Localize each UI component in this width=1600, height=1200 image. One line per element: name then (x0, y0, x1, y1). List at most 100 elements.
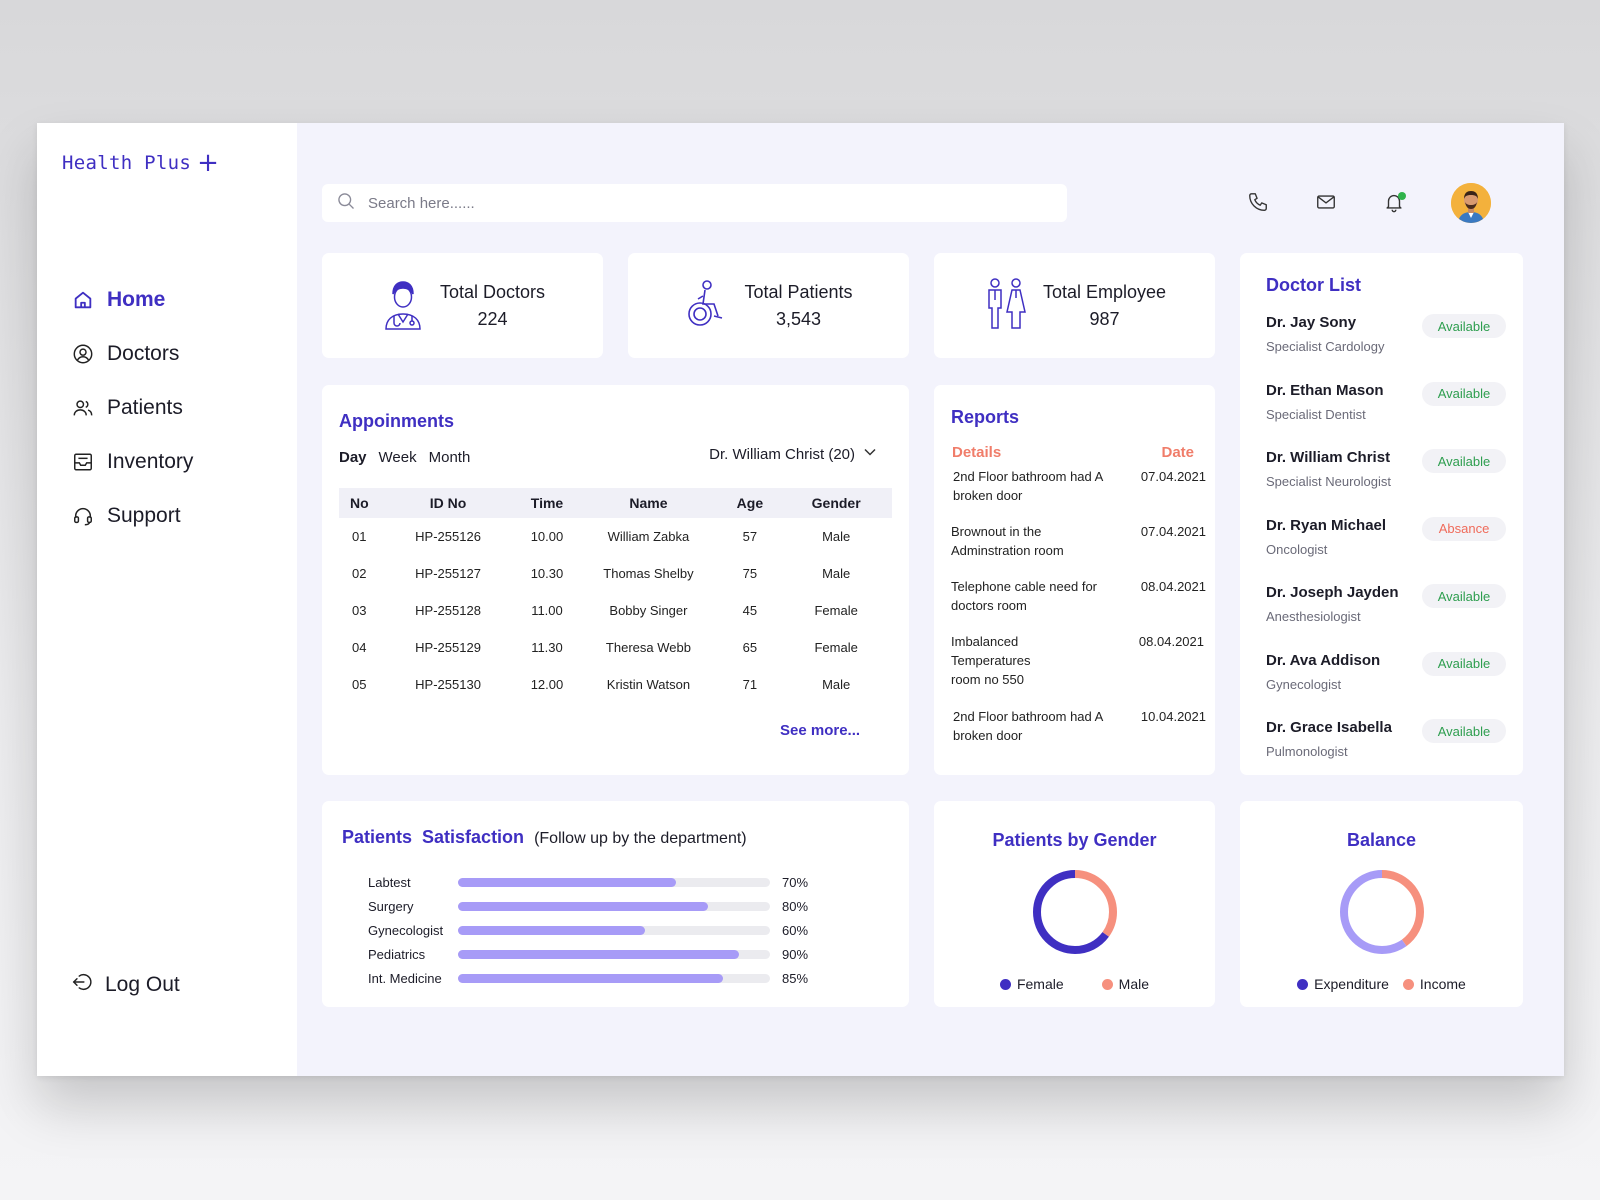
report-row[interactable]: 2nd Floor bathroom had A broken door 10.… (953, 707, 1206, 745)
column-header: Name (629, 495, 668, 511)
doctor-name: Dr. Jay Sony (1266, 314, 1357, 331)
column-header: Time (530, 495, 564, 511)
table-row[interactable]: 04 HP-255129 11.30 Theresa Webb 65 Femal… (339, 629, 892, 666)
doctor-list-card: Doctor List Dr. Jay Sony Specialist Cardo… (1240, 253, 1523, 775)
users-icon (71, 396, 95, 420)
status-badge: Available (1422, 651, 1506, 676)
satisfaction-row: Labtest 70% (368, 873, 808, 891)
cell-no: 01 (352, 529, 367, 544)
doctor-name: Dr. Ethan Mason (1266, 381, 1384, 399)
doctor-specialty: Specialist Neurologist (1266, 474, 1392, 489)
report-details: 2nd Floor bathroom had A broken door (953, 469, 1103, 503)
brand-logo[interactable]: Health Plus + (62, 150, 219, 176)
header-actions (1247, 183, 1491, 223)
balance-slice-expenditure (1339, 870, 1424, 954)
doctor-list-item[interactable]: Dr. Ava Addison Gynecologist Available (1266, 651, 1506, 692)
doctor-specialty: Oncologist (1266, 541, 1328, 557)
balance-legend: Expenditure Income (1240, 976, 1523, 992)
stat-card-doctors[interactable]: Total Doctors 224 (322, 253, 603, 358)
table-row[interactable]: 02 HP-255127 10.30 Thomas Shelby 75 Male (339, 555, 892, 592)
gender-legend: Female Male (934, 976, 1215, 992)
legend-dot (1297, 978, 1309, 990)
appointments-tabs: Day Week Month (339, 449, 470, 466)
cell-gender: Male (822, 566, 851, 581)
logout-label: Log Out (105, 972, 180, 996)
cell-name: Bobby Singer (609, 603, 688, 618)
tab-day[interactable]: Day (339, 449, 367, 466)
legend-item-income: Income (1402, 976, 1466, 992)
tab-week[interactable]: Week (378, 449, 417, 466)
status-badge: Absance (1422, 516, 1506, 541)
progress-fill (458, 901, 708, 911)
tab-month[interactable]: Month (428, 449, 471, 466)
brand-name: Health Plus (62, 152, 192, 174)
balance-title: Balance (1346, 830, 1417, 850)
appointments-title: Appoinments (339, 411, 454, 431)
chevron-down-icon (863, 445, 877, 463)
report-date: 07.04.2021 (1140, 524, 1206, 539)
see-more-link[interactable]: See more... (780, 722, 861, 739)
sidebar-item-home[interactable]: Home (71, 273, 281, 327)
avatar[interactable] (1451, 183, 1491, 223)
doctor-list-item[interactable]: Dr. Ryan Michael Oncologist Absance (1266, 516, 1506, 557)
sidebar-item-doctors[interactable]: Doctors (71, 327, 281, 381)
stat-value: 224 (477, 308, 508, 329)
satisfaction-card: Patients Satisfaction (Follow up by the … (322, 801, 909, 1007)
satisfaction-row: Surgery 80% (368, 897, 808, 915)
cell-name: Thomas Shelby (603, 566, 694, 581)
sidebar-item-patients[interactable]: Patients (71, 381, 281, 435)
cell-name: Theresa Webb (605, 640, 691, 655)
progress-track (458, 925, 770, 935)
cell-age: 57 (742, 529, 758, 544)
doctor-list-item[interactable]: Dr. Grace Isabella Pulmonologist Available (1266, 719, 1506, 759)
balance-donut-chart (1339, 870, 1424, 954)
logout-icon (71, 971, 93, 998)
appointments-table: No ID No Time Name Age Gender 01 HP-2551… (339, 488, 892, 703)
cell-name: Kristin Watson (606, 677, 691, 692)
reports-card: Reports Details Date 2nd Floor bathroom … (934, 385, 1215, 775)
phone-icon[interactable] (1247, 191, 1271, 215)
bell-icon[interactable] (1383, 191, 1407, 215)
app-window: Health Plus + Home Doctors Patients (37, 123, 1564, 1076)
report-row[interactable]: 2nd Floor bathroom had A broken door 07.… (953, 467, 1206, 505)
stat-card-employees[interactable]: Total Employee 987 (934, 253, 1215, 358)
satisfaction-row: Gynecologist 60% (368, 921, 808, 939)
doctor-list-item[interactable]: Dr. William Christ Specialist Neurologist… (1266, 449, 1506, 489)
table-header-row: No ID No Time Name Age Gender (339, 488, 892, 518)
doctor-list-item[interactable]: Dr. Ethan Mason Specialist Dentist Availab… (1266, 381, 1506, 422)
report-row[interactable]: Brownout in the Adminstration room 07.04… (951, 522, 1206, 560)
mail-icon[interactable] (1315, 191, 1339, 215)
table-row[interactable]: 01 HP-255126 10.00 William Zabka 57 Male (339, 518, 892, 555)
report-date: 08.04.2021 (1140, 579, 1206, 594)
inventory-icon (71, 450, 95, 474)
logout-button[interactable]: Log Out (71, 971, 180, 998)
stat-value: 3,543 (775, 308, 822, 329)
cell-age: 71 (742, 677, 758, 692)
doctor-list-item[interactable]: Dr. Jay Sony Specialist Cardology Availabl… (1266, 314, 1506, 354)
cell-gender: Male (822, 677, 851, 692)
doctor-select-dropdown[interactable]: Dr. William Christ (20) (709, 445, 877, 463)
sidebar: Health Plus + Home Doctors Patients (37, 123, 297, 1076)
report-row[interactable]: Telephone cable need for doctors room 08… (951, 577, 1206, 615)
wheelchair-icon (684, 276, 730, 335)
status-badge: Available (1422, 449, 1506, 473)
sidebar-item-inventory[interactable]: Inventory (71, 435, 281, 489)
stat-title: Total Employee (1042, 281, 1167, 302)
report-row[interactable]: Imbalanced Temperatures room no 550 08.0… (951, 632, 1204, 689)
cell-time: 10.00 (530, 529, 564, 544)
report-date: 07.04.2021 (1140, 469, 1206, 484)
doctor-specialty: Gynecologist (1266, 676, 1342, 692)
search-bar[interactable] (322, 184, 1067, 222)
progress-fill (458, 925, 646, 935)
table-row[interactable]: 05 HP-255130 12.00 Kristin Watson 71 Mal… (339, 666, 892, 703)
sidebar-item-support[interactable]: Support (71, 489, 281, 543)
progress-fill (458, 974, 724, 984)
doctor-icon (380, 276, 426, 335)
stat-card-patients[interactable]: Total Patients 3,543 (628, 253, 909, 358)
doctor-list-item[interactable]: Dr. Joseph Jayden Anesthesiologist Availab… (1266, 584, 1506, 624)
search-input[interactable] (368, 194, 1048, 212)
notification-dot (1398, 192, 1406, 200)
legend-label: Male (1118, 976, 1150, 992)
table-row[interactable]: 03 HP-255128 11.00 Bobby Singer 45 Femal… (339, 592, 892, 629)
report-details: Imbalanced Temperatures room no 550 (951, 634, 1031, 687)
